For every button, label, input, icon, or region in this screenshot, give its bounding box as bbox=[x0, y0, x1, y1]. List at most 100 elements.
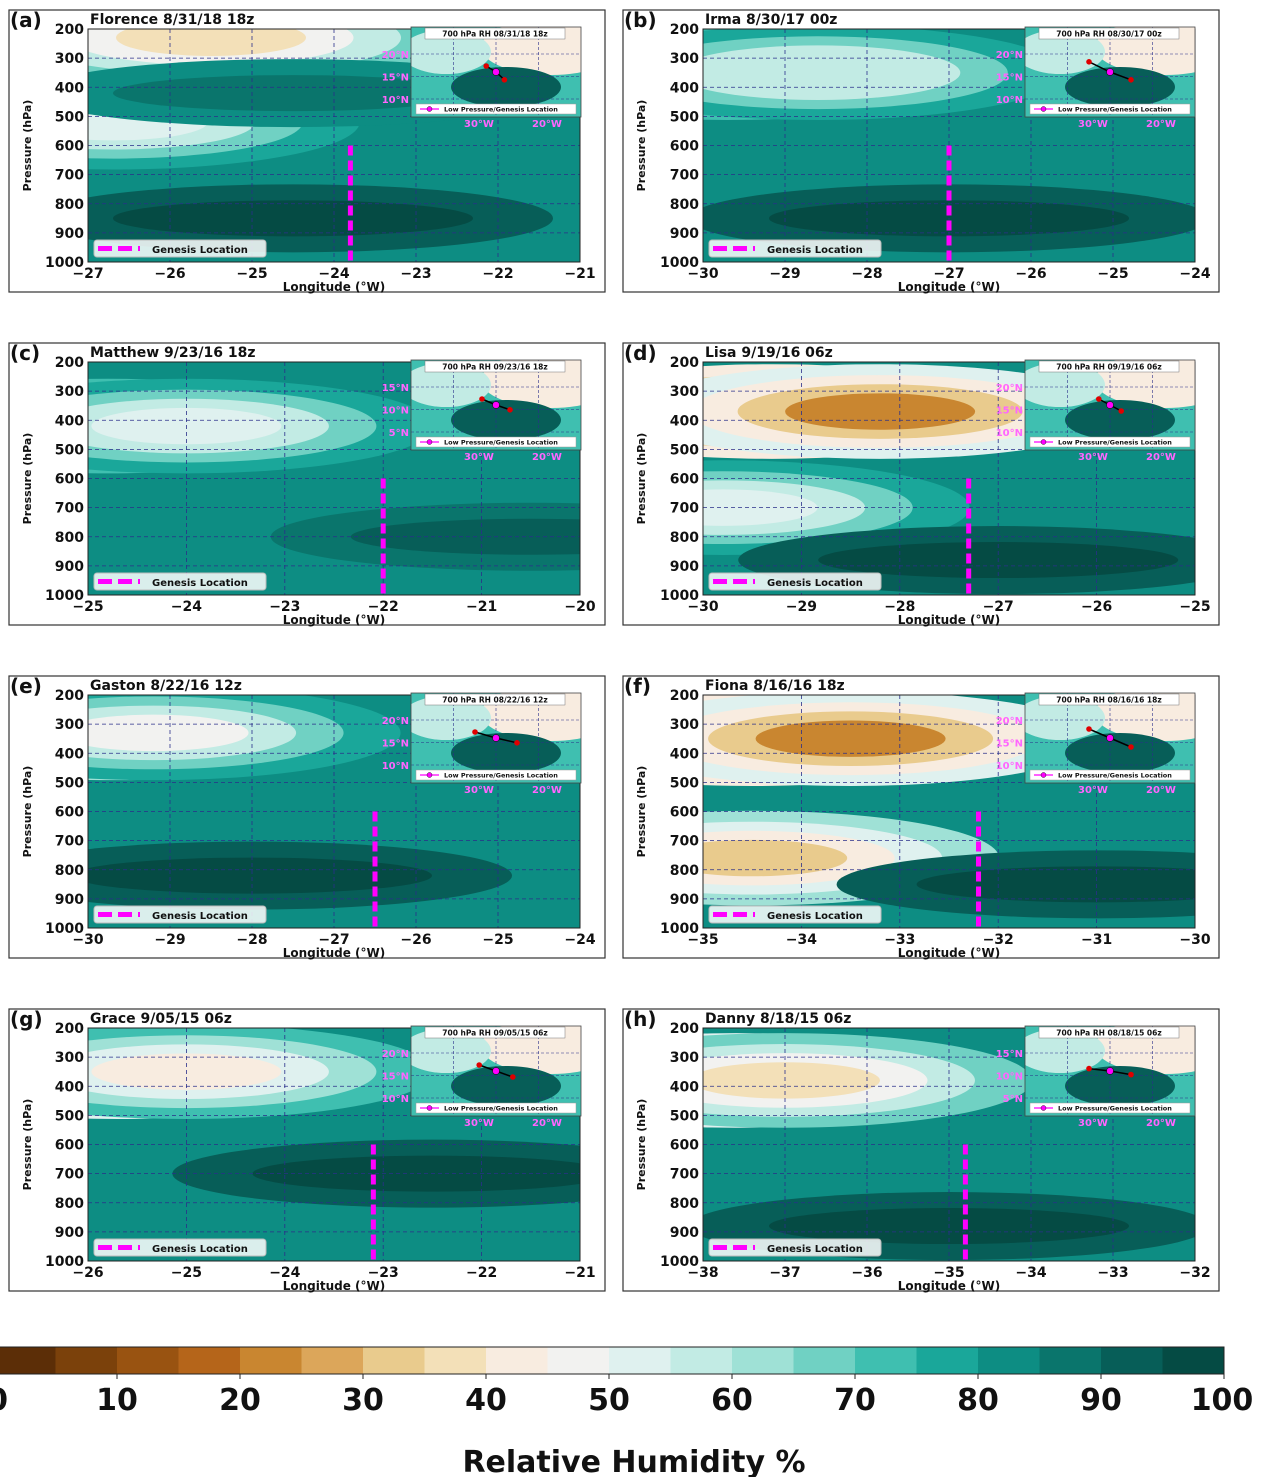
inset-border bbox=[410, 1025, 582, 1117]
colorbar-label: Relative Humidity % bbox=[462, 1445, 805, 1477]
colorbar-segment bbox=[301, 1347, 364, 1374]
inset-track-point bbox=[1128, 77, 1134, 83]
x-tick-label: −30 bbox=[1179, 932, 1210, 948]
panel-label: (f) bbox=[624, 674, 651, 698]
x-tick-label: −37 bbox=[769, 1265, 800, 1281]
y-tick-label: 700 bbox=[670, 834, 699, 850]
y-tick-label: 800 bbox=[55, 1196, 84, 1212]
inset-lat-label: 10°N bbox=[382, 761, 409, 772]
y-tick-label: 800 bbox=[55, 863, 84, 879]
plot-area bbox=[703, 695, 1195, 928]
inset-legend-box bbox=[415, 103, 577, 115]
y-tick-label: 1000 bbox=[45, 921, 84, 937]
inset-legend-label: Low Pressure/Genesis Location bbox=[444, 439, 558, 447]
colorbar-segment bbox=[855, 1347, 917, 1374]
x-tick-label: −24 bbox=[318, 266, 349, 282]
x-tick-label: −33 bbox=[1097, 1265, 1128, 1281]
rh-moist-contour bbox=[350, 518, 580, 555]
x-tick-label: −25 bbox=[72, 599, 103, 615]
inset-dry-contour bbox=[411, 30, 491, 74]
y-tick-label: 900 bbox=[55, 559, 84, 575]
inset-moist-contour bbox=[451, 67, 561, 107]
inset-title-box bbox=[1038, 1026, 1180, 1039]
y-tick-label: 500 bbox=[670, 109, 699, 125]
y-axis-label: Pressure (hPa) bbox=[21, 433, 34, 525]
inset-moist-contour bbox=[1065, 400, 1175, 440]
y-tick-label: 600 bbox=[670, 139, 699, 155]
inset-track-point bbox=[510, 1074, 516, 1080]
colorbar-tick-label: 80 bbox=[957, 1383, 999, 1418]
x-axis-label: Longitude (°W) bbox=[283, 1279, 386, 1293]
inset-lon-label: 20°W bbox=[1146, 452, 1176, 463]
inset-map: Low Pressure/Genesis Location 700 hPa RH … bbox=[382, 359, 582, 463]
inset-genesis-point bbox=[492, 1067, 500, 1075]
x-tick-label: −36 bbox=[851, 1265, 882, 1281]
colorbar-segment bbox=[1101, 1347, 1163, 1374]
rh-moist-contour bbox=[88, 857, 432, 894]
y-tick-label: 500 bbox=[670, 775, 699, 791]
y-tick-label: 600 bbox=[55, 805, 84, 821]
y-tick-label: 900 bbox=[670, 226, 699, 242]
y-tick-label: 800 bbox=[670, 1196, 699, 1212]
x-tick-label: −25 bbox=[236, 266, 267, 282]
y-axis-label: Pressure (hPa) bbox=[635, 766, 648, 858]
y-tick-label: 500 bbox=[55, 109, 84, 125]
genesis-legend: Genesis Location bbox=[708, 239, 882, 258]
inset-legend-box bbox=[1029, 769, 1191, 781]
inset-map: Low Pressure/Genesis Location 700 hPa RH … bbox=[996, 692, 1196, 796]
inset-lat-label: 15°N bbox=[996, 1049, 1023, 1060]
y-tick-label: 400 bbox=[670, 1079, 699, 1095]
inset-title: 700 hPa RH 09/23/16 18z bbox=[442, 363, 547, 372]
inset-lat-label: 15°N bbox=[382, 73, 409, 84]
colorbar-segment bbox=[240, 1347, 302, 1374]
y-tick-label: 1000 bbox=[660, 588, 699, 604]
inset-lat-label: 10°N bbox=[382, 1094, 409, 1105]
inset-dry-contour bbox=[411, 363, 491, 407]
panel-title: Fiona 8/16/16 18z bbox=[705, 678, 845, 694]
colorbar-segment bbox=[916, 1347, 979, 1374]
x-tick-label: −21 bbox=[466, 599, 497, 615]
y-tick-label: 200 bbox=[55, 22, 84, 38]
y-tick-label: 300 bbox=[670, 717, 699, 733]
x-tick-label: −26 bbox=[1015, 266, 1046, 282]
colorbar-tick-label: 40 bbox=[465, 1383, 507, 1418]
x-tick-label: −23 bbox=[400, 266, 431, 282]
inset-lon-label: 30°W bbox=[1078, 785, 1108, 796]
y-tick-label: 300 bbox=[55, 384, 84, 400]
inset-track-point bbox=[1128, 744, 1134, 750]
colorbar-segment bbox=[117, 1347, 179, 1374]
inset-legend-label: Low Pressure/Genesis Location bbox=[444, 1105, 558, 1113]
inset-lat-label: 15°N bbox=[996, 73, 1023, 84]
colorbar-tick-label: 100 bbox=[1191, 1383, 1254, 1418]
inset-genesis-point bbox=[1106, 68, 1114, 76]
inset-lat-label: 15°N bbox=[382, 383, 409, 394]
x-tick-label: −30 bbox=[687, 599, 718, 615]
panel-title: Lisa 9/19/16 06z bbox=[705, 345, 833, 361]
panel-d: Genesis Location (d) Lisa 9/19/16 06z 200 30… bbox=[622, 341, 1220, 627]
y-tick-label: 600 bbox=[55, 139, 84, 155]
y-tick-label: 200 bbox=[670, 22, 699, 38]
inset-genesis-point bbox=[492, 68, 500, 76]
inset-border bbox=[1024, 1025, 1196, 1117]
inset-lon-label: 20°W bbox=[532, 119, 562, 130]
genesis-legend: Genesis Location bbox=[93, 1238, 267, 1257]
y-tick-label: 400 bbox=[55, 746, 84, 762]
y-tick-label: 500 bbox=[670, 1108, 699, 1124]
inset-title: 700 hPa RH 08/30/17 00z bbox=[1056, 30, 1161, 39]
inset-border bbox=[410, 26, 582, 118]
colorbar-segment bbox=[1162, 1347, 1225, 1374]
inset-legend-label: Low Pressure/Genesis Location bbox=[1058, 1105, 1172, 1113]
colorbar-segment bbox=[1039, 1347, 1102, 1374]
inset-legend-marker bbox=[426, 106, 433, 112]
inset-map: Low Pressure/Genesis Location 700 hPa RH … bbox=[382, 26, 582, 130]
inset-lon-label: 20°W bbox=[1146, 119, 1176, 130]
rh-dry-contour bbox=[793, 727, 908, 750]
x-axis-label: Longitude (°W) bbox=[283, 613, 386, 627]
y-tick-label: 200 bbox=[670, 1021, 699, 1037]
inset-lon-label: 20°W bbox=[532, 1118, 562, 1129]
plot-area bbox=[703, 1028, 1195, 1261]
colorbar-tick-label: 90 bbox=[1080, 1383, 1122, 1418]
x-tick-label: −27 bbox=[983, 599, 1014, 615]
y-tick-label: 300 bbox=[670, 51, 699, 67]
inset-legend-marker bbox=[1040, 106, 1047, 112]
